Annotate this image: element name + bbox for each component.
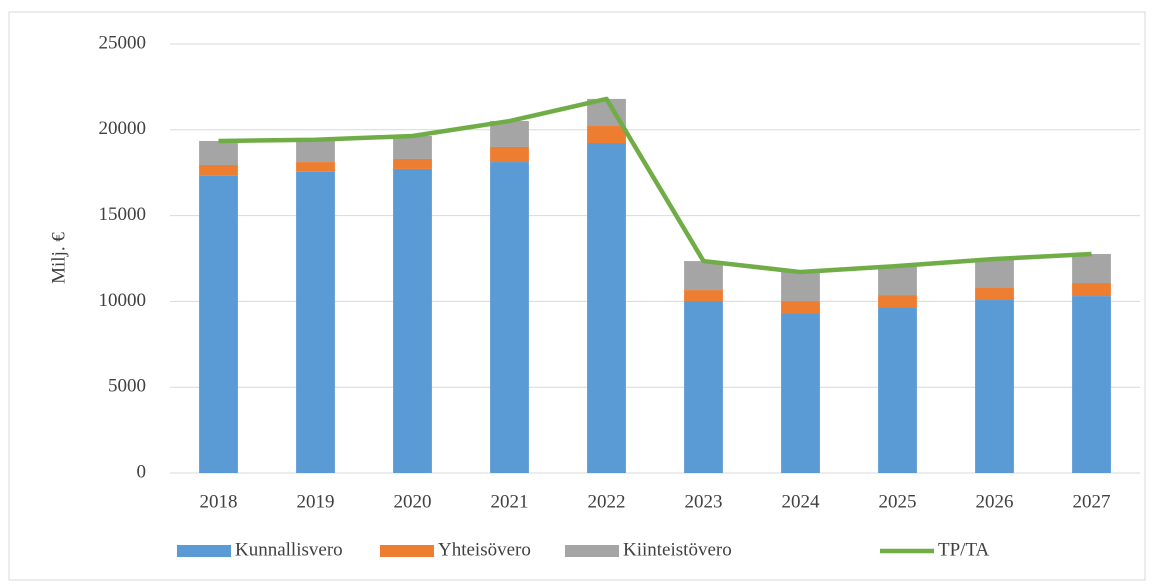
y-tick-label: 20000 bbox=[99, 118, 147, 139]
bar bbox=[587, 143, 626, 474]
bar bbox=[684, 290, 723, 302]
bar bbox=[781, 313, 820, 473]
legend-label: Kunnallisvero bbox=[235, 539, 343, 560]
legend-label: TP/TA bbox=[938, 539, 990, 560]
y-tick-label: 10000 bbox=[99, 290, 147, 311]
bar bbox=[296, 139, 335, 163]
x-tick-label: 2020 bbox=[394, 491, 432, 512]
bar bbox=[199, 164, 238, 176]
bar bbox=[1072, 296, 1111, 473]
legend-swatch bbox=[177, 545, 231, 557]
x-tick-label: 2025 bbox=[879, 491, 917, 512]
bar bbox=[393, 158, 432, 169]
x-tick-label: 2022 bbox=[588, 491, 626, 512]
x-tick-label: 2019 bbox=[297, 491, 335, 512]
bar bbox=[296, 162, 335, 172]
bar bbox=[587, 126, 626, 144]
bar bbox=[781, 272, 820, 302]
y-tick-label: 25000 bbox=[99, 32, 147, 53]
legend-label: Kiinteistövero bbox=[623, 539, 732, 560]
bar bbox=[684, 261, 723, 291]
x-tick-label: 2023 bbox=[685, 491, 723, 512]
bar bbox=[490, 146, 529, 163]
bar bbox=[878, 295, 917, 308]
bar bbox=[975, 288, 1014, 301]
y-tick-label: 5000 bbox=[108, 376, 146, 397]
legend-label: Yhteisövero bbox=[438, 539, 531, 560]
bar bbox=[199, 140, 238, 165]
y-tick-label: 0 bbox=[137, 461, 147, 482]
line-series bbox=[218, 96, 1092, 275]
bar bbox=[975, 259, 1014, 289]
bar bbox=[393, 135, 432, 159]
bar bbox=[1072, 254, 1111, 284]
y-tick-label: 15000 bbox=[99, 204, 147, 225]
legend-swatch bbox=[380, 545, 434, 557]
bar bbox=[781, 301, 820, 314]
bar bbox=[878, 266, 917, 296]
bar bbox=[296, 171, 335, 474]
bar bbox=[490, 121, 529, 147]
x-tick-label: 2026 bbox=[976, 491, 1014, 512]
x-tick-label: 2021 bbox=[491, 491, 529, 512]
bar bbox=[975, 300, 1014, 473]
bar bbox=[199, 175, 238, 474]
x-tick-label: 2024 bbox=[782, 491, 821, 512]
x-tick-label: 2018 bbox=[200, 491, 238, 512]
y-axis-label: Milj. € bbox=[48, 232, 69, 284]
x-tick-label: 2027 bbox=[1073, 491, 1111, 512]
bar bbox=[684, 301, 723, 473]
bar bbox=[490, 162, 529, 474]
bar bbox=[878, 307, 917, 473]
bar bbox=[1072, 283, 1111, 297]
bar bbox=[393, 168, 432, 473]
legend-swatch bbox=[565, 545, 619, 557]
